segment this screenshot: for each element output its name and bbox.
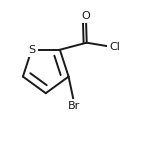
Text: O: O (82, 11, 90, 21)
Text: Br: Br (68, 101, 80, 111)
Text: Cl: Cl (110, 42, 120, 52)
Text: S: S (28, 45, 35, 55)
